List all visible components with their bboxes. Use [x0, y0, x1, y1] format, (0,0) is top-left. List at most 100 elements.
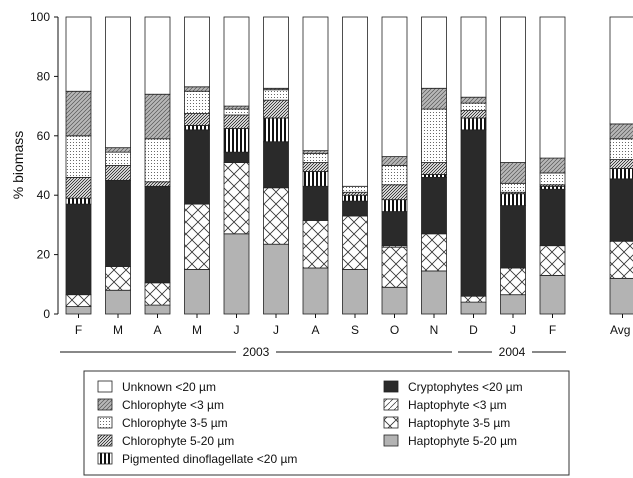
bar-segment: [263, 243, 289, 315]
x-tick-label: Avg: [610, 323, 630, 337]
bar-segment: [184, 125, 210, 131]
legend-box: [83, 370, 570, 476]
legend-swatch: [383, 434, 399, 447]
bar-segment: [500, 193, 526, 206]
bar-segment: [184, 90, 210, 114]
bar-segment: [500, 182, 526, 193]
bar-segment: [263, 89, 289, 101]
bar-segment: [460, 96, 487, 104]
bar-segment: [381, 16, 408, 157]
y-tick-label: 20: [37, 248, 51, 262]
bar-segment: [105, 151, 131, 166]
bar-segment: [421, 174, 447, 178]
bar-segment: [105, 16, 131, 149]
bar-segment: [263, 99, 289, 119]
bar-segment: [500, 162, 526, 184]
legend-swatch: [97, 380, 113, 393]
legend-label: Haptophyte 5-20 µm: [408, 434, 517, 448]
bar-segment: [184, 16, 210, 88]
bar-segment: [302, 185, 329, 221]
year-label: 2004: [499, 345, 526, 359]
bar-segment: [342, 191, 368, 196]
bar-segment: [381, 165, 408, 186]
x-tick-label: J: [234, 323, 240, 337]
legend-label: Haptophyte <3 µm: [408, 398, 507, 412]
bar-segment: [421, 16, 447, 89]
bar-segment: [539, 157, 566, 174]
bar-segment: [609, 240, 633, 279]
bar-segment: [263, 117, 289, 143]
x-tick-label: D: [469, 323, 478, 337]
year-label: 2003: [243, 345, 270, 359]
y-tick-label: 40: [37, 188, 51, 202]
legend-swatch: [97, 398, 113, 411]
bar-segment: [381, 184, 408, 201]
bar-segment: [539, 172, 566, 186]
bar-segment: [381, 211, 408, 247]
bar-segment: [460, 295, 487, 303]
bar-segment: [342, 200, 368, 217]
bar-segment: [105, 266, 131, 291]
x-tick-label: S: [351, 323, 359, 337]
legend-swatch: [383, 380, 399, 393]
bar-segment: [105, 179, 131, 267]
bar-segment: [263, 16, 289, 89]
y-tick-label: 60: [37, 129, 51, 143]
bar-segment: [539, 188, 566, 247]
bar-segment: [65, 294, 92, 307]
bar-segment: [302, 153, 329, 163]
bar-segment: [263, 141, 289, 189]
bar-segment: [500, 16, 526, 163]
x-tick-label: M: [192, 323, 202, 337]
bar-segment: [342, 185, 368, 193]
x-tick-labels: F M A M J J A S O N D J F Avg: [75, 323, 631, 337]
bar-segment: [342, 215, 368, 270]
x-tick-label: A: [153, 323, 161, 337]
bar-segment: [539, 185, 566, 190]
bar-segment: [609, 159, 633, 169]
x-tick-label: F: [75, 323, 82, 337]
y-axis-title: % biomass: [10, 131, 26, 199]
legend-label: Haptophyte 3-5 µm: [408, 416, 510, 430]
bar-segment: [184, 269, 210, 315]
y-tick-label: 80: [37, 69, 51, 83]
bar-segment: [223, 162, 250, 235]
bars: [65, 16, 633, 318]
bar-segment: [539, 245, 566, 276]
bar-segment: [302, 162, 329, 172]
bar-segment: [105, 165, 131, 181]
bar-segment: [609, 178, 633, 242]
bar-segment: [421, 162, 447, 175]
bar-segment: [65, 16, 92, 92]
bar-segment: [65, 90, 92, 137]
legend-label: Pigmented dinoflagellate <20 µm: [122, 452, 297, 466]
bar-segment: [460, 129, 487, 297]
bar-segment: [460, 102, 487, 111]
bar-segment: [500, 267, 526, 296]
legend-swatch: [97, 416, 113, 429]
bar-segment: [223, 114, 250, 129]
bar-segment: [460, 301, 487, 315]
bar-segment: [302, 171, 329, 187]
legend-swatch: [383, 398, 399, 411]
bar-segment: [144, 185, 171, 284]
bar-segment: [302, 267, 329, 315]
legend-label: Chlorophyte 3-5 µm: [122, 416, 228, 430]
bar-segment: [381, 156, 408, 166]
bar-segment: [184, 129, 210, 205]
bar-segment: [65, 197, 92, 205]
bar-segment: [223, 233, 250, 315]
x-tick-label: J: [273, 323, 279, 337]
bar-segment: [500, 205, 526, 269]
bar-segment: [223, 105, 250, 110]
x-tick-label: J: [510, 323, 516, 337]
bar-segment: [421, 233, 447, 272]
bar-segment: [539, 16, 566, 159]
bar-segment: [105, 147, 131, 153]
bar-segment: [381, 246, 408, 288]
bar-segment: [302, 16, 329, 152]
legend: Unknown <20 µm Chlorophyte <3 µm Chlorophy…: [97, 380, 523, 466]
bar-segment: [342, 269, 368, 315]
bar-segment: [144, 138, 171, 183]
legend-swatch: [97, 434, 113, 447]
